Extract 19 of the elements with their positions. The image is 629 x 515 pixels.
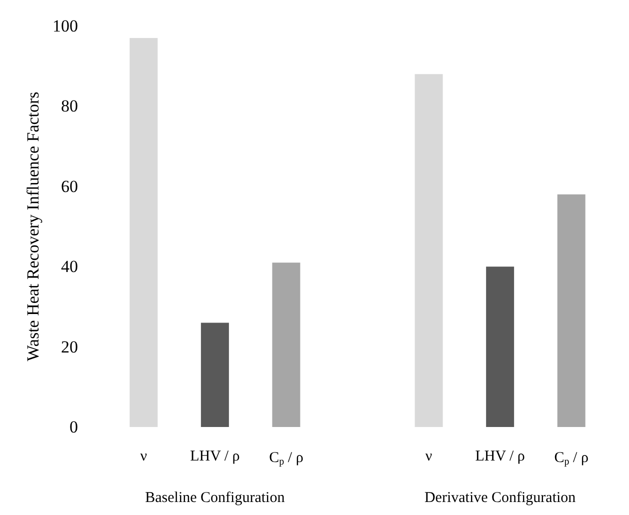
bar <box>414 74 443 427</box>
x-tick-label: ν <box>140 448 148 464</box>
text: Derivative Configuration <box>424 490 576 506</box>
y-tick-label: 60 <box>61 176 78 196</box>
x-tick-label: LHV / ρ <box>475 448 525 464</box>
y-tick-label: 40 <box>61 257 78 276</box>
bar <box>200 322 229 427</box>
x-tick-label: ν <box>425 448 432 464</box>
y-tick-label: 80 <box>61 96 78 116</box>
y-tick-label: 100 <box>52 16 78 36</box>
bar <box>486 266 514 427</box>
bar <box>130 38 158 427</box>
y-tick-label: 20 <box>61 337 78 356</box>
y-tick-label: 0 <box>70 418 78 436</box>
y-axis-title: Waste Heat Recovery Influence Factors <box>24 92 43 362</box>
bar <box>272 262 300 427</box>
text: Baseline Configuration <box>145 490 286 506</box>
x-tick-label: LHV / ρ <box>190 448 240 464</box>
bar <box>557 194 586 427</box>
